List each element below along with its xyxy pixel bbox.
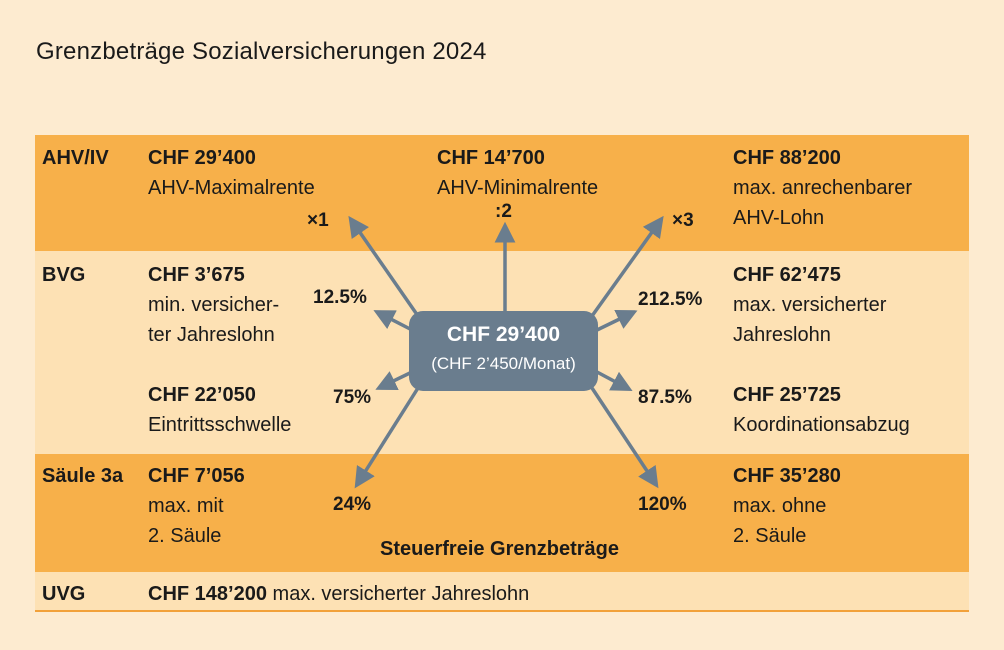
arrow-ahv-max-lohn xyxy=(590,215,664,318)
bvg-koord-desc: Koordinationsabzug xyxy=(733,414,910,436)
factor-bvg-min-lohn: 12.5% xyxy=(313,287,367,308)
s3a-mit-amount: CHF 7’056 xyxy=(148,465,245,487)
row-band-uvg xyxy=(35,572,969,612)
factor-s3a-mit: 24% xyxy=(333,494,372,515)
row-label-uvg: UVG xyxy=(42,583,86,605)
ahv-min-rente-amount: CHF 14’700 xyxy=(437,147,545,169)
bvg-eintritt-desc: Eintrittsschwelle xyxy=(148,414,292,436)
row-label-saeule-3a: Säule 3a xyxy=(42,465,124,487)
factor-bvg-max-lohn: 212.5% xyxy=(638,289,703,310)
factor-ahv-max-rente: ×1 xyxy=(307,210,329,231)
s3a-ohne-desc-1: max. ohne xyxy=(733,495,827,517)
uvg-amount: CHF 148’200 xyxy=(148,583,267,605)
arrow-s3a-mit xyxy=(354,387,420,489)
bvg-min-lohn-desc-2: ter Jahreslohn xyxy=(148,324,275,346)
s3a-ohne-amount: CHF 35’280 xyxy=(733,465,841,487)
center-reference-box: CHF 29’400 (CHF 2’450/Monat) xyxy=(409,311,598,391)
bvg-max-lohn-amount: CHF 62’475 xyxy=(733,264,841,286)
arrow-bvg-eintritt xyxy=(375,370,413,391)
bvg-eintritt-amount: CHF 22’050 xyxy=(148,384,256,406)
bvg-max-lohn-desc-1: max. versicherter xyxy=(733,294,887,316)
ahv-max-rente-desc: AHV-Maximalrente xyxy=(148,177,315,199)
ahv-min-rente-desc: AHV-Minimalrente xyxy=(437,177,599,199)
factor-bvg-koord: 87.5% xyxy=(638,387,692,408)
row-band-saeule-3a xyxy=(35,454,969,572)
factor-s3a-ohne: 120% xyxy=(638,494,687,515)
arrow-bvg-max-lohn xyxy=(596,309,638,332)
arrow-s3a-ohne xyxy=(590,387,659,489)
uvg-line: CHF 148’200 max. versicherter Jahreslohn xyxy=(148,579,529,609)
bvg-max-lohn-desc-2: Jahreslohn xyxy=(733,324,831,346)
factor-bvg-eintritt: 75% xyxy=(333,387,372,408)
factor-ahv-min-rente: :2 xyxy=(495,201,512,222)
bvg-min-lohn-amount: CHF 3’675 xyxy=(148,264,245,286)
arrow-ahv-max-rente xyxy=(348,215,420,317)
s3a-caption: Steuerfreie Grenzbeträge xyxy=(380,538,619,560)
s3a-mit-desc-2: 2. Säule xyxy=(148,525,222,547)
row-label-bvg: BVG xyxy=(42,264,86,286)
center-amount: CHF 29’400 xyxy=(446,323,561,346)
s3a-mit-desc-1: max. mit xyxy=(148,495,224,517)
factor-ahv-max-lohn: ×3 xyxy=(672,210,694,231)
arrow-bvg-koord xyxy=(596,370,633,391)
row-label-ahv: AHV/IV xyxy=(42,147,109,169)
arrow-bvg-min-lohn xyxy=(373,310,413,332)
uvg-desc: max. versicherter Jahreslohn xyxy=(272,583,530,605)
ahv-max-lohn-desc-2: AHV-Lohn xyxy=(733,207,825,229)
page-title: Grenzbeträge Sozialversicherungen 2024 xyxy=(36,38,487,65)
ahv-max-lohn-desc-1: max. anrechenbarer xyxy=(733,177,912,199)
center-monthly: (CHF 2’450/Monat) xyxy=(431,354,576,373)
s3a-ohne-desc-2: 2. Säule xyxy=(733,525,807,547)
bvg-koord-amount: CHF 25’725 xyxy=(733,384,841,406)
ahv-max-lohn-amount: CHF 88’200 xyxy=(733,147,841,169)
ahv-max-rente-amount: CHF 29’400 xyxy=(148,147,256,169)
bvg-min-lohn-desc-1: min. versicher- xyxy=(148,294,280,316)
